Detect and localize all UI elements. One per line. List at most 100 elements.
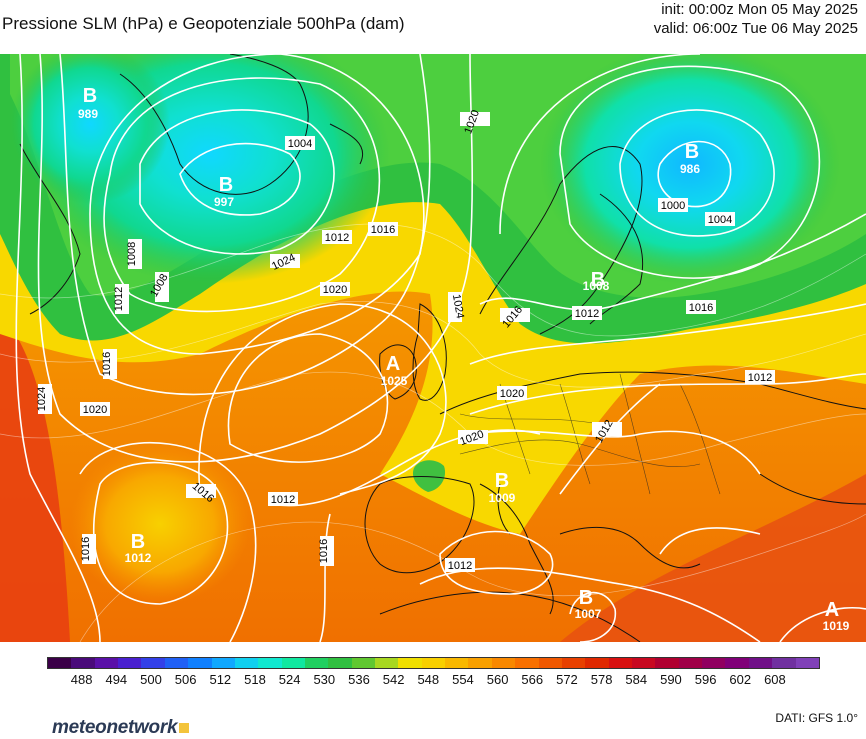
legend-swatch (748, 658, 773, 668)
legend-tick-label: 584 (625, 672, 648, 687)
svg-text:A: A (386, 353, 400, 375)
isobar-label: 1016 (101, 349, 117, 379)
svg-text:1009: 1009 (489, 491, 516, 505)
svg-text:1024: 1024 (36, 387, 48, 411)
svg-text:1016: 1016 (80, 537, 92, 561)
svg-text:B: B (495, 470, 509, 492)
legend-swatch (585, 658, 609, 668)
legend-swatch (491, 658, 516, 668)
svg-text:1012: 1012 (325, 232, 349, 244)
svg-text:1012: 1012 (125, 551, 152, 565)
legend-swatch (164, 658, 189, 668)
svg-text:1019: 1019 (823, 619, 850, 633)
svg-text:1016: 1016 (689, 302, 713, 314)
legend-tick-label: 548 (417, 672, 440, 687)
legend-tick-label: 488 (70, 672, 93, 687)
legend-colorbar (47, 657, 820, 669)
legend-swatch (702, 658, 726, 668)
svg-text:1007: 1007 (575, 607, 602, 621)
legend-swatch (258, 658, 282, 668)
legend-swatch (71, 658, 95, 668)
isobar-label: 1012 (745, 370, 775, 384)
svg-text:1004: 1004 (288, 138, 312, 150)
legend-swatch (445, 658, 469, 668)
color-legend: 488 494 500 506 512 518 524 530 536 542 548 554 560 5… (47, 657, 820, 687)
svg-text:1012: 1012 (575, 308, 599, 320)
map-title: Pressione SLM (hPa) e Geopotenziale 500h… (2, 14, 405, 33)
legend-swatch (328, 658, 352, 668)
isobar-label: 1024 (36, 384, 52, 414)
legend-tick-label: 494 (105, 672, 128, 687)
isobar-label: 1020 (80, 402, 110, 416)
isobar-label: 1000 (658, 198, 688, 212)
legend-swatch (351, 658, 376, 668)
isobar-label: 1004 (285, 136, 315, 150)
legend-swatch (538, 658, 562, 668)
svg-text:1012: 1012 (748, 372, 772, 384)
isobar-label: 1004 (705, 212, 735, 226)
legend-swatch (118, 658, 142, 668)
legend-swatch (211, 658, 235, 668)
isobar-label: 1012 (113, 284, 129, 314)
isobar-label: 1012 (268, 492, 298, 506)
legend-tick-label: 554 (452, 672, 474, 687)
legend-swatch (421, 658, 446, 668)
svg-text:1008: 1008 (126, 242, 138, 266)
legend-tick-label: 578 (590, 672, 613, 687)
isobar-label: 1016 (368, 222, 398, 236)
svg-text:1000: 1000 (661, 200, 685, 212)
legend-swatch (608, 658, 632, 668)
svg-text:B: B (591, 269, 605, 291)
isobar-label: 1016 (318, 536, 334, 566)
map-canvas: 1004 1008 1012 1016 1020 1024 1008 1012 … (0, 54, 866, 642)
legend-tick-label: 506 (174, 672, 197, 687)
weather-map: 1004 1008 1012 1016 1020 1024 1008 1012 … (0, 54, 866, 642)
legend-ticks: 488 494 500 506 512 518 524 530 536 542 548 554 560 5… (47, 669, 820, 687)
svg-text:1016: 1016 (101, 352, 113, 376)
svg-text:1020: 1020 (500, 388, 524, 400)
svg-text:B: B (579, 587, 593, 609)
isobar-label: 1020 (458, 428, 488, 448)
isobars (15, 54, 866, 642)
coastlines (19, 54, 866, 642)
legend-swatch (772, 658, 796, 668)
svg-text:1016: 1016 (318, 539, 330, 563)
legend-tick-label: 530 (313, 672, 336, 687)
data-source: DATI: GFS 1.0° (775, 711, 858, 725)
svg-text:1008: 1008 (583, 279, 610, 293)
legend-tick-label: 596 (694, 672, 717, 687)
isobar-label: 1024 (448, 292, 466, 322)
legend-swatch (515, 658, 539, 668)
legend-swatch (304, 658, 329, 668)
isobar-label: 1020 (497, 386, 527, 400)
legend-swatch (631, 658, 656, 668)
run-info: init: 00:00z Mon 05 May 2025 valid: 06:0… (654, 0, 858, 38)
legend-swatch (94, 658, 119, 668)
svg-text:B: B (685, 141, 699, 163)
isobar-label: 1012 (322, 230, 352, 244)
legend-swatch (141, 658, 165, 668)
legend-swatch (48, 658, 72, 668)
legend-swatch (281, 658, 305, 668)
svg-text:1025: 1025 (381, 374, 408, 388)
svg-text:1012: 1012 (448, 560, 472, 572)
legend-swatch (234, 658, 259, 668)
isobar-label: 1008 (126, 239, 142, 269)
legend-swatch (468, 658, 492, 668)
svg-text:1016: 1016 (371, 224, 395, 236)
legend-tick-label: 560 (486, 672, 509, 687)
legend-swatch (795, 658, 819, 668)
svg-text:A: A (825, 599, 839, 621)
isobar-label: 1020 (320, 282, 350, 296)
legend-swatch (725, 658, 749, 668)
isobar-label: 1012 (572, 306, 602, 320)
isobar-label: 1024 (270, 252, 300, 273)
valid-time: valid: 06:00z Tue 06 May 2025 (653, 20, 858, 37)
